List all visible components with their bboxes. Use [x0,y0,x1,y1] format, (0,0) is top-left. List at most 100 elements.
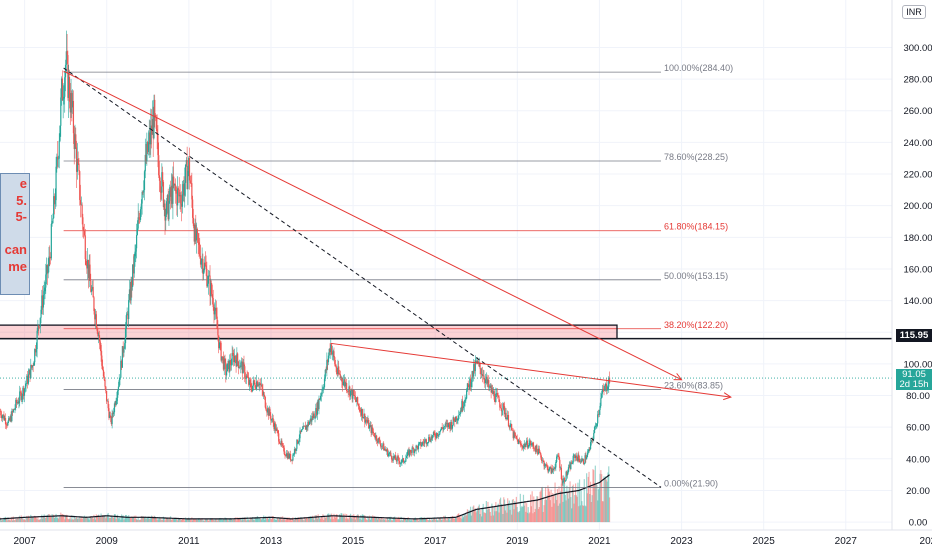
volume-bar [187,518,189,523]
candle-body [409,449,411,456]
candle-body [199,244,201,256]
candle-body [541,460,544,462]
candle-body [589,442,592,450]
volume-bar [120,514,123,523]
volume-bar [321,518,323,523]
candle-body [536,445,538,450]
candle-body [289,453,292,461]
trendlines[interactable] [63,67,732,488]
volume-bar [579,505,581,523]
candle-body [548,467,551,471]
volume-bar [440,520,442,523]
candle-body [443,427,445,430]
volume-bar [608,466,610,523]
volume-bar [578,506,580,523]
candle-body [462,400,464,409]
volume-bar [249,517,251,523]
x-tick-label: 202 [920,536,932,547]
volume-bar [222,520,224,523]
volume-bar [402,517,405,523]
candle-body [168,200,170,220]
volume-bar [311,516,313,523]
candle-body [490,385,492,393]
candle-body [332,351,334,354]
candle-body [359,409,361,411]
candle-body [513,432,515,439]
candle-body [310,418,312,422]
candle-body [21,396,23,400]
candle-body [566,471,568,476]
volume-bar [196,519,198,523]
volume-bar [8,519,11,523]
candle-body [101,355,103,366]
volume-bar [160,519,162,523]
volume-bar [30,514,32,523]
volume-bar [344,513,346,523]
volume-bar [192,520,194,523]
volume-bar [105,518,107,523]
currency-label[interactable]: INR [902,5,926,19]
volume-bar [535,499,537,523]
candle-body [515,435,517,439]
candle-body [274,423,276,430]
volume-bar [233,518,235,523]
fib-level-label: 50.00%(153.15) [664,271,728,281]
candle-body [237,361,240,368]
volume-bar [3,517,5,523]
candle-body [273,422,275,430]
volume-bar [68,518,71,523]
volume-bar [329,513,331,523]
candle-body [90,280,92,292]
candle-body [492,388,494,394]
candle-body [432,435,434,439]
volume-bar [346,514,348,523]
candle-body [293,454,295,455]
volume-bar [37,516,39,523]
resistance-zone[interactable] [0,324,618,340]
volume-bar [550,489,552,523]
volume-bar [566,485,568,523]
volume-bar [301,518,303,523]
volume-bar [194,519,196,523]
volume-bar [401,520,403,523]
fibonacci-retracement[interactable]: 100.00%(284.40)78.60%(228.25)61.80%(184.… [63,63,733,488]
candle-body [189,180,191,183]
volume-bar [417,520,420,523]
volume-bar [207,520,210,523]
candle-body [196,229,198,241]
candle-body [473,364,476,372]
volume-bar [237,517,240,523]
candle-body [111,413,113,425]
candle-body [4,418,6,421]
volume-bar [34,516,37,523]
candle-body [124,328,127,344]
candle-body [368,420,370,429]
fib-level-label: 78.60%(228.25) [664,152,728,162]
volume-bar [119,515,121,523]
candle-body [349,390,352,397]
y-tick-label: 200.00 [903,201,932,212]
volume-bar [60,512,62,523]
candle-body [357,403,360,406]
volume-bar [65,514,67,523]
volume-bar [471,509,473,523]
horizontal-line-price-tag: 115.95 [896,329,932,342]
volume-bar [312,517,315,523]
volume-bar [543,505,545,523]
volume-bar [565,500,567,523]
candle-body [412,447,414,449]
volume-bar [495,501,497,523]
candle-body [17,402,19,404]
volume-bar [489,511,491,523]
volume-bar [549,500,551,523]
text-note[interactable]: e 5. 5- can me [0,173,30,295]
volume-bar [451,518,453,523]
candle-body [222,356,224,358]
time-axis[interactable]: 2007 2009 2011 2013 2015 2017 2019 2021 2023 2025… [14,536,932,547]
candle-body [241,361,243,363]
candle-body [407,450,409,452]
volume-bar [22,518,24,523]
candle-body [53,196,55,219]
volume-bar [240,519,242,523]
